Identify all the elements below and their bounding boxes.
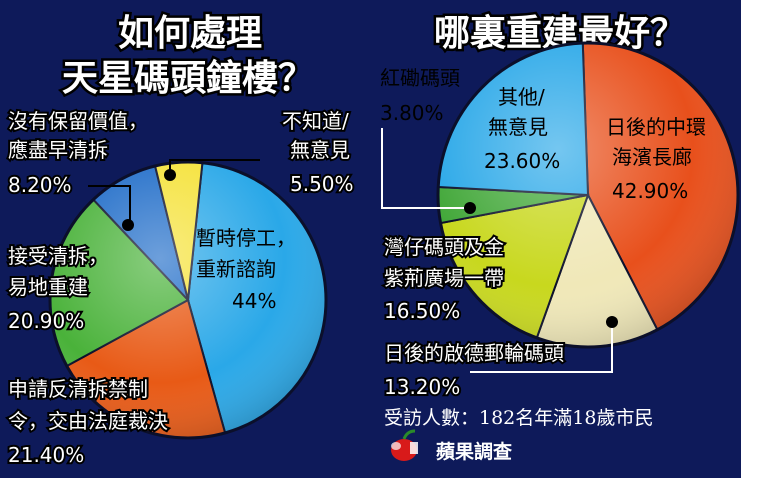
pie1-label-5-5-l1: 不知道/ [282,109,349,133]
pie2-label-23-6-l2: 無意見 [488,115,548,139]
apple-logo-icon [391,429,418,461]
pie1-label-20-9-l2: 易地重建 [8,275,88,299]
pie1 [48,160,328,440]
leader-dot [464,202,476,214]
pie1-label-8-2-l2: 應盡早清拆 [8,138,108,162]
pie1-label-5-5-l2: 無意見 [290,138,350,162]
leader-line [88,185,131,223]
pie2-value-3-8: 3.80% [380,101,444,125]
leader-dot [122,219,134,231]
pie2-value-13-2: 13.20% [384,375,460,399]
pie2-label-16-5-l2: 紫荊廣場一帶 [384,266,504,290]
pie2-label-16-5-l1: 灣仔碼頭及金 [384,235,504,259]
pie2-label-23-6-l1: 其他/ [498,85,545,109]
pie2-value-42-9: 42.90% [612,179,688,203]
pie1-label-44-l1: 暫時停工， [196,226,296,250]
pie1-label-44-l2: 重新諮詢 [196,257,276,281]
pie2-rim [436,41,740,349]
leader-line [381,128,470,209]
pie2-leaders [381,128,618,373]
pie1-label-21-4-l2: 令，交由法庭裁決 [8,409,168,433]
pie1-value-44: 44% [232,289,276,313]
pie2-value-23-6: 23.60% [484,149,560,173]
pie1-title-line1: 如何處理 [118,13,262,54]
pie2-value-16-5: 16.50% [384,299,460,323]
pie1-value-5-5: 5.50% [290,172,354,196]
pie1-label-8-2-l1: 沒有保留價值， [8,109,148,133]
pie2-label-42-9-l2: 海濱長廊 [612,145,692,169]
pie1-value-8-2: 8.20% [8,173,72,197]
pie1-shading [50,162,326,438]
leader-line [470,322,613,373]
pie1-rim [48,160,328,440]
source-label: 蘋果調查 [436,440,513,463]
pie1-leaders [88,159,260,231]
pie2 [436,41,740,349]
pie1-value-20-9: 20.90% [8,309,84,333]
pie1-label-20-9-l1: 接受清拆， [8,244,108,268]
pie2-label-3-8-l1: 紅磡碼頭 [380,66,460,90]
leader-dot [164,169,176,181]
leader-dot [606,316,618,328]
pie2-title: 哪裏重建最好？ [434,13,686,54]
pie2-label-42-9-l1: 日後的中環 [606,115,706,139]
pie1-label-21-4-l1: 申請反清拆禁制 [8,377,148,401]
sample-note: 受訪人數：182名年滿18歲市民 [384,407,653,429]
pie2-shading [438,43,738,347]
pie1-title-line2: 天星碼頭鐘樓？ [62,57,314,99]
pie2-label-13-2-l1: 日後的啟德郵輪碼頭 [384,341,564,365]
pie1-value-21-4: 21.40% [8,443,84,467]
